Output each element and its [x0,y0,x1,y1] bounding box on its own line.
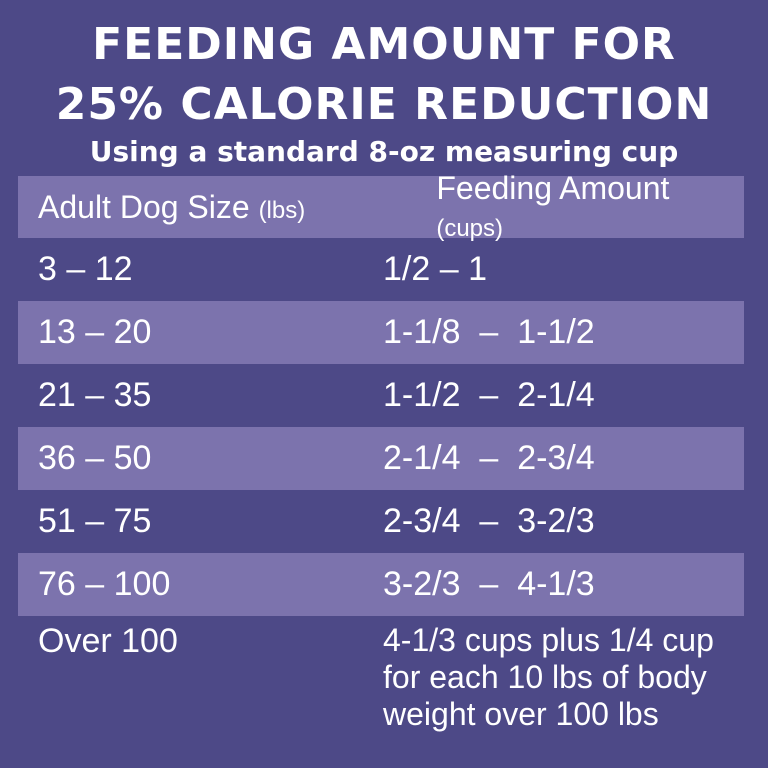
table-row: 13 – 20 1-1/8 – 1-1/2 [18,301,744,364]
amount-cell: 1/2 – 1 [383,250,487,288]
header-amount-cell: Feeding Amount (cups) [363,133,744,281]
table-row: 21 – 35 1-1/2 – 2-1/4 [18,364,744,427]
size-cell: 51 – 75 [38,502,152,540]
title-line-2: 25% CALORIE REDUCTION [55,79,713,130]
size-cell: 3 – 12 [38,250,133,288]
feeding-table: Adult Dog Size (lbs) Feeding Amount (cup… [18,170,744,746]
amount-cell: 2-1/4 – 2-3/4 [383,439,595,477]
size-cell: 76 – 100 [38,565,171,603]
table-row: 51 – 75 2-3/4 – 3-2/3 [18,490,744,553]
size-cell: 21 – 35 [38,376,152,414]
table-row: Over 100 4-1/3 cups plus 1/4 cup for eac… [18,616,744,746]
table-row: 76 – 100 3-2/3 – 4-1/3 [18,553,744,616]
table-row: 3 – 12 1/2 – 1 [18,238,744,301]
table-row: 36 – 50 2-1/4 – 2-3/4 [18,427,744,490]
amount-cell: 4-1/3 cups plus 1/4 cup for each 10 lbs … [383,622,714,732]
amount-cell: 3-2/3 – 4-1/3 [383,565,595,603]
header-size-cell: Adult Dog Size (lbs) [18,189,363,226]
table-header-row: Adult Dog Size (lbs) Feeding Amount (cup… [18,170,744,242]
amount-cell: 2-3/4 – 3-2/3 [383,502,595,540]
header-size-label: Adult Dog Size [38,188,250,225]
header-size-unit: (lbs) [258,196,306,224]
header-amount-unit: (cups) [436,215,504,242]
subtitle: Using a standard 8-oz measuring cup [89,135,679,168]
size-cell: 13 – 20 [38,313,152,351]
amount-cell: 1-1/8 – 1-1/2 [383,313,595,351]
header-amount-label: Feeding Amount [436,170,670,206]
amount-cell: 1-1/2 – 2-1/4 [383,376,595,414]
title-line-1: FEEDING AMOUNT FOR [92,19,676,70]
size-cell: Over 100 [38,622,178,660]
size-cell: 36 – 50 [38,439,152,477]
